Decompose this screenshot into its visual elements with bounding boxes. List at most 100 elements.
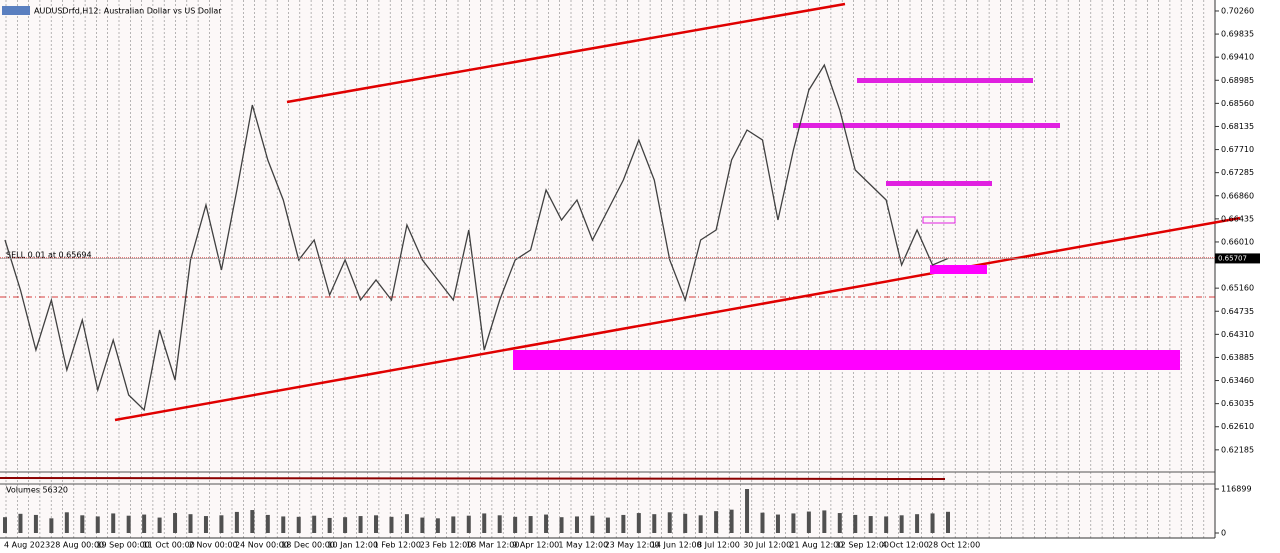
volume-bar: [250, 510, 255, 533]
volume-bar: [3, 517, 7, 533]
x-tick-label: 19 Sep 00:00: [96, 541, 149, 550]
volume-bar: [528, 516, 533, 533]
volume-bar: [404, 514, 409, 533]
price-line: [4, 63, 949, 412]
volume-tick-label: 116899: [1221, 485, 1252, 494]
y-tick-label: 0.66860: [1221, 191, 1254, 200]
volume-bar: [95, 516, 100, 533]
y-tick-label: 0.69410: [1221, 53, 1254, 62]
current-price-box: [1215, 253, 1260, 264]
zone: [793, 123, 1060, 128]
volume-bar: [884, 516, 889, 533]
volume-bar: [574, 516, 579, 533]
volume-bar: [312, 515, 317, 533]
volume-bar: [188, 514, 193, 533]
volume-bar: [946, 511, 950, 533]
chart-title: AUDUSDrfd,H12: Australian Dollar vs US D…: [34, 7, 222, 16]
x-tick-label: 4 Oct 12:00: [882, 541, 929, 550]
zone: [513, 350, 1180, 370]
volume-bar: [126, 515, 131, 533]
x-tick-label: 23 Feb 12:00: [420, 541, 472, 550]
x-tick-label: 10 Jan 12:00: [327, 541, 378, 550]
trade-label: SELL 0.01 at 0.65694: [6, 251, 92, 260]
zone: [886, 181, 992, 186]
x-tick-label: 21 Aug 12:00: [789, 541, 843, 550]
volume-bar: [930, 513, 935, 533]
volume-bar: [33, 514, 38, 533]
y-tick-label: 0.70260: [1221, 6, 1254, 15]
volume-bar: [667, 512, 672, 533]
volume-bar: [513, 516, 518, 533]
plot-background: [0, 0, 1215, 538]
volume-bar: [343, 517, 348, 533]
x-tick-label: 9 Apr 12:00: [512, 541, 559, 550]
y-tick-label: 0.63460: [1221, 376, 1254, 385]
volume-label: Volumes 56320: [6, 486, 68, 495]
volume-bar: [420, 517, 425, 533]
y-tick-label: 0.68985: [1221, 76, 1254, 85]
volume-tick-label: 0: [1221, 529, 1226, 538]
volume-bar: [745, 489, 750, 533]
volume-bar: [853, 514, 858, 533]
volume-bar: [358, 516, 363, 533]
volume-bar: [389, 516, 394, 533]
volume-bar: [327, 517, 332, 533]
y-tick-label: 0.68135: [1221, 122, 1254, 131]
volume-bar: [791, 513, 796, 533]
y-tick-label: 0.68560: [1221, 99, 1254, 108]
y-tick-label: 0.63885: [1221, 353, 1254, 362]
volume-bar: [203, 516, 208, 533]
trendline: [114, 216, 1241, 422]
volume-bar: [64, 512, 69, 533]
volume-bar: [157, 517, 162, 533]
toolbar-icon[interactable]: [2, 6, 30, 15]
volume-bar: [837, 513, 842, 533]
x-tick-label: 12 Sep 12:00: [836, 541, 889, 550]
volume-bar: [714, 511, 719, 533]
current-price-label: 0.65707: [1218, 254, 1247, 262]
volume-bar: [652, 514, 657, 533]
volume-bar: [234, 511, 239, 533]
volume-bar: [80, 515, 85, 533]
volume-bar: [482, 513, 487, 533]
volume-bar: [544, 514, 549, 533]
zone: [930, 265, 987, 274]
y-tick-label: 0.63035: [1221, 399, 1254, 408]
volume-bar: [636, 513, 641, 533]
y-tick-label: 0.64735: [1221, 307, 1254, 316]
y-tick-label: 0.67285: [1221, 168, 1254, 177]
volume-bar: [621, 514, 626, 533]
x-tick-label: 14 Jun 12:00: [651, 541, 702, 550]
volume-bar: [451, 516, 456, 533]
y-tick-label: 0.64310: [1221, 330, 1254, 339]
volume-bar: [374, 515, 379, 533]
indicator-line: [0, 477, 946, 480]
volume-bar: [915, 514, 920, 533]
x-tick-label: 30 Jul 12:00: [743, 541, 791, 550]
y-tick-label: 0.65160: [1221, 284, 1254, 293]
y-tick-label: 0.66435: [1221, 214, 1254, 223]
x-tick-label: 1 May 12:00: [558, 541, 608, 550]
volume-bar: [683, 513, 688, 533]
zone: [922, 216, 956, 224]
x-tick-label: 18 Dec 00:00: [281, 541, 335, 550]
volume-bar: [775, 514, 780, 533]
y-tick-label: 0.62610: [1221, 422, 1254, 431]
volume-bar: [760, 512, 765, 533]
x-tick-label: 28 Aug 00:00: [50, 541, 104, 550]
x-tick-label: 24 Nov 00:00: [235, 541, 289, 550]
volume-bar: [729, 509, 734, 533]
volume-bar: [466, 515, 471, 533]
volume-bar: [111, 513, 116, 533]
x-tick-label: 11 Oct 00:00: [143, 541, 195, 550]
volume-bar: [281, 516, 286, 533]
volume-bar: [18, 513, 23, 533]
volume-bar: [605, 517, 610, 533]
volume-bar: [219, 515, 224, 533]
x-tick-label: 18 Mar 12:00: [466, 541, 519, 550]
y-tick-label: 0.69835: [1221, 30, 1254, 39]
volume-bar: [296, 516, 301, 533]
zone: [857, 78, 1033, 83]
volume-bar: [559, 517, 564, 533]
